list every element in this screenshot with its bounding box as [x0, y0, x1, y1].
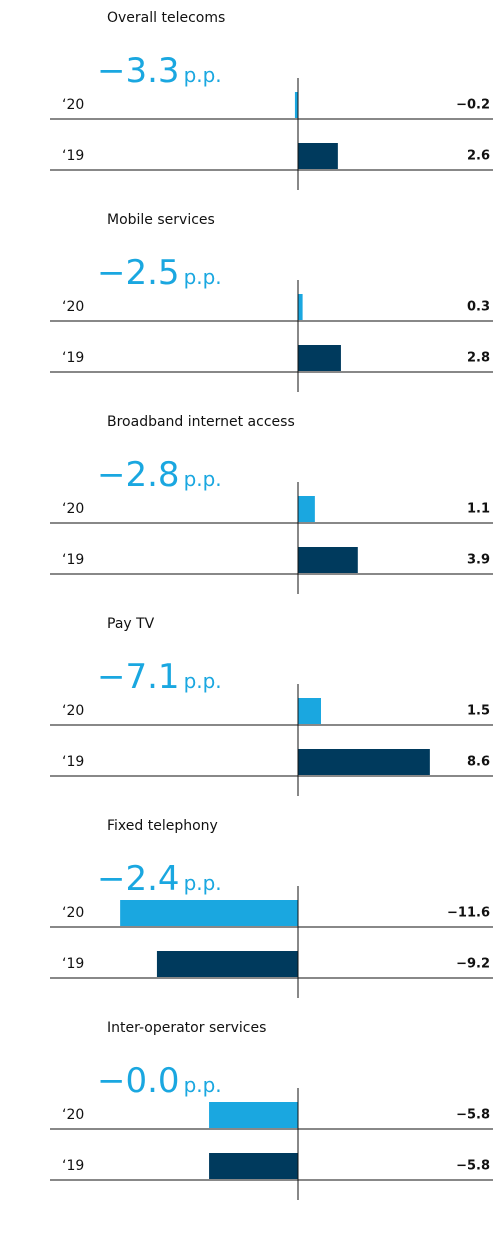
category-label: ‘20 [62, 905, 84, 921]
headline: −2.4 p.p. [97, 859, 222, 899]
bar [298, 547, 358, 573]
headline: −2.5 p.p. [97, 253, 222, 293]
bar [209, 1102, 298, 1128]
bar [156, 951, 298, 977]
value-label: −5.8 [456, 1159, 490, 1174]
value-label: 0.3 [467, 300, 490, 315]
headline-value: −2.5 [97, 253, 180, 293]
category-label: ‘20 [62, 703, 84, 719]
value-label: 1.1 [467, 502, 490, 517]
category-label: ‘20 [62, 1107, 84, 1123]
headline-unit: p.p. [184, 669, 222, 693]
bar [298, 143, 338, 169]
value-label: 2.6 [467, 149, 490, 164]
category-label: ‘19 [62, 552, 84, 568]
headline-value: −2.4 [97, 859, 180, 899]
bar [209, 1153, 298, 1179]
bar [298, 698, 321, 724]
value-label: −0.2 [456, 98, 490, 113]
value-label: −9.2 [456, 957, 490, 972]
value-label: 8.6 [467, 755, 490, 770]
category-label: ‘19 [62, 148, 84, 164]
headline-unit: p.p. [184, 871, 222, 895]
panel-title: Inter-operator services [107, 1020, 266, 1036]
bar [298, 749, 430, 775]
category-label: ‘20 [62, 299, 84, 315]
headline-unit: p.p. [184, 265, 222, 289]
category-label: ‘19 [62, 1158, 84, 1174]
category-label: ‘20 [62, 97, 84, 113]
value-label: −5.8 [456, 1108, 490, 1123]
headline-value: −7.1 [97, 657, 180, 697]
headline: −3.3 p.p. [97, 51, 222, 91]
category-label: ‘19 [62, 350, 84, 366]
headline: −0.0 p.p. [97, 1061, 222, 1101]
headline-unit: p.p. [184, 467, 222, 491]
headline: −7.1 p.p. [97, 657, 222, 697]
panel-title: Mobile services [107, 212, 215, 228]
panel-title: Broadband internet access [107, 414, 295, 430]
category-label: ‘19 [62, 956, 84, 972]
bar [298, 496, 315, 522]
category-label: ‘19 [62, 754, 84, 770]
headline-value: −0.0 [97, 1061, 180, 1101]
panel-title: Fixed telephony [107, 818, 218, 834]
value-label: 2.8 [467, 351, 490, 366]
bar [298, 345, 341, 371]
bar [120, 900, 298, 926]
value-label: 1.5 [467, 704, 490, 719]
headline-unit: p.p. [184, 63, 222, 87]
bar [298, 294, 303, 320]
value-label: −11.6 [447, 906, 490, 921]
panel-title: Overall telecoms [107, 10, 225, 26]
headline-value: −3.3 [97, 51, 180, 91]
panel-title: Pay TV [107, 616, 155, 632]
headline-value: −2.8 [97, 455, 180, 495]
bar [294, 92, 298, 118]
headline-unit: p.p. [184, 1073, 222, 1097]
headline: −2.8 p.p. [97, 455, 222, 495]
value-label: 3.9 [467, 553, 490, 568]
category-label: ‘20 [62, 501, 84, 517]
